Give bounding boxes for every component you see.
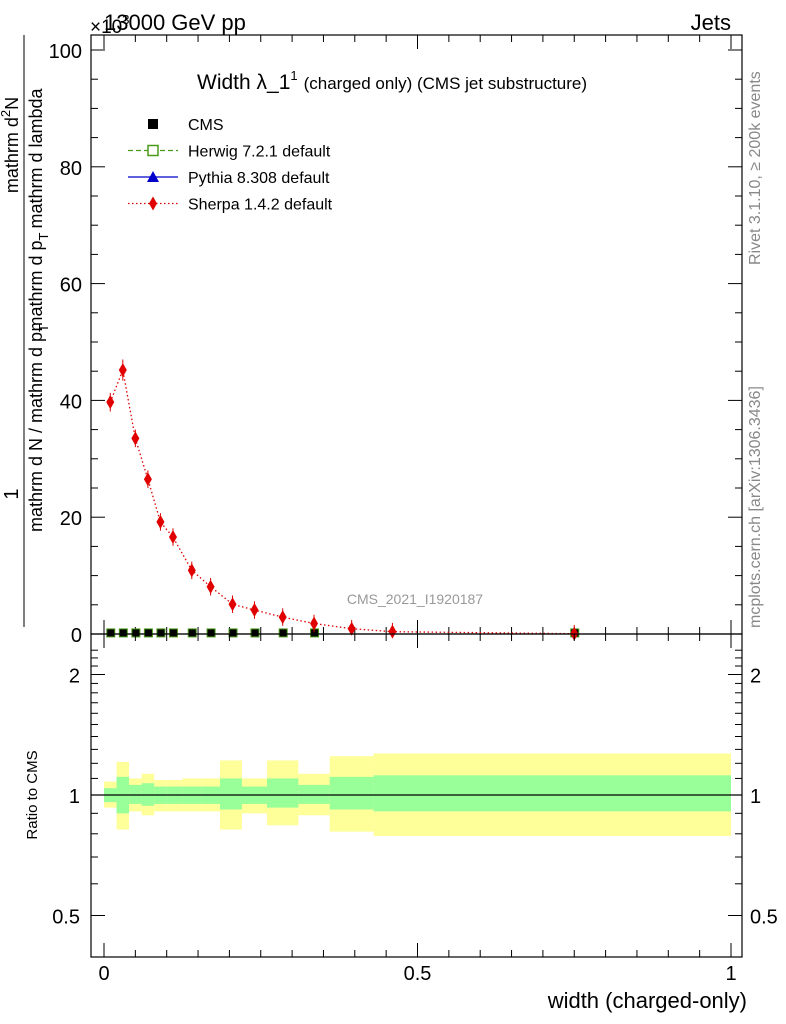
sherpa-point (168, 530, 177, 545)
ratio-y-tick-label-left: 0.5 (52, 907, 80, 929)
ratio-inner-band (267, 778, 299, 808)
sherpa-point (310, 616, 319, 631)
ratio-inner-band (129, 784, 142, 804)
legend-entry: Sherpa 1.4.2 default (128, 196, 333, 214)
sherpa-point (347, 621, 356, 636)
analysis-watermark: CMS_2021_I1920187 (347, 591, 483, 607)
x-axis-label: width (charged-only) (547, 988, 747, 1013)
sherpa-point (106, 395, 115, 410)
x-tick-label: 0 (98, 963, 109, 985)
cms-point (132, 629, 140, 637)
sherpa-point (187, 563, 196, 578)
sherpa-point (278, 610, 287, 625)
ratio-y-tick-label-right: 2 (750, 666, 761, 688)
cms-point (188, 629, 196, 637)
ratio-y-tick-label-right: 1 (750, 786, 761, 808)
cms-point (311, 629, 319, 637)
legend-label: CMS (188, 117, 224, 134)
cms-point (119, 629, 127, 637)
main-y-tick-label: 100 (49, 41, 82, 63)
x-tick-labels: 0 0.5 1 (98, 963, 736, 985)
ratio-inner-band (219, 778, 242, 810)
legend-label: Herwig 7.2.1 default (188, 144, 331, 161)
svg-text:mathrm d pTmathrm d lambda: mathrm d pTmathrm d lambda (26, 87, 51, 331)
main-axis-ticks (91, 35, 742, 635)
main-y-tick-label: 20 (60, 508, 82, 530)
legend-entry: Pythia 8.308 default (128, 170, 330, 187)
sherpa-point (131, 431, 140, 446)
ratio-inner-band (298, 784, 330, 804)
svg-text:mathrm d2N: mathrm d2N (0, 97, 22, 193)
legend-entry: Herwig 7.2.1 default (128, 144, 331, 161)
cms-point (169, 629, 177, 637)
main-y-tick-label: 80 (60, 158, 82, 180)
legend-marker-open-square-icon (147, 144, 159, 157)
sherpa-point (118, 363, 127, 378)
main-y-axis-label: 1 mathrm d N / mathrm d pT mathrm d2N ma… (0, 35, 51, 627)
legend-entry: CMS (148, 117, 224, 134)
sherpa-point (228, 597, 237, 612)
x-tick-label: 1 (725, 963, 736, 985)
sherpa-point (156, 514, 165, 529)
ratio-y-axis-label: Ratio to CMS (24, 750, 41, 839)
ratio-axis-ticks (91, 634, 742, 957)
cms-point (144, 629, 152, 637)
main-y-tick-label: 60 (60, 275, 82, 297)
header-right: Jets (691, 10, 731, 35)
svg-text:1: 1 (1, 488, 23, 499)
legend: CMS Herwig 7.2.1 default Pythia 8.308 defa… (128, 117, 333, 214)
ratio-inner-band (373, 775, 731, 812)
sherpa-point (250, 603, 259, 618)
cms-point (107, 629, 115, 637)
cms-point (251, 629, 259, 637)
legend-marker-square-icon (148, 119, 158, 129)
main-y-tick-label: 0 (71, 625, 82, 647)
y-multiplier: ×103 (90, 12, 129, 38)
cms-point (279, 629, 287, 637)
sherpa-point (388, 624, 397, 639)
svg-text:mathrm d N / mathrm d pT: mathrm d N / mathrm d pT (26, 324, 51, 532)
ratio-y-tick-label-left: 2 (69, 666, 80, 688)
cms-point (157, 629, 165, 637)
sherpa-line (109, 367, 575, 635)
ratio-y-tick-label-right: 0.5 (750, 907, 778, 929)
x-tick-label: 0.5 (404, 963, 432, 985)
main-y-tick-label: 40 (60, 391, 82, 413)
header-left: 13000 GeV pp (104, 10, 246, 35)
ratio-y-tick-labels: 0.5 0.5 1 1 2 2 (52, 666, 778, 929)
ratio-inner-band (329, 776, 374, 810)
sherpa-point (143, 472, 152, 487)
cms-point (229, 629, 237, 637)
legend-label: Pythia 8.308 default (188, 170, 330, 187)
mcplots-label: mcplots.cern.ch [arXiv:1306.3436] (747, 386, 764, 628)
ratio-y-tick-label-left: 1 (69, 786, 80, 808)
legend-marker-triangle-icon (147, 171, 159, 182)
legend-label: Sherpa 1.4.2 default (188, 197, 333, 214)
plot-title: Width λ_11 (charged only) (CMS jet substr… (197, 68, 587, 94)
rivet-version-label: Rivet 3.1.10, ≥ 200k events (747, 71, 764, 265)
cms-point (207, 629, 215, 637)
legend-marker-diamond-icon (149, 196, 157, 211)
sherpa-point (206, 579, 215, 594)
main-data-layer (106, 359, 580, 641)
main-y-tick-labels: 0 20 40 60 80 100 (49, 41, 82, 647)
